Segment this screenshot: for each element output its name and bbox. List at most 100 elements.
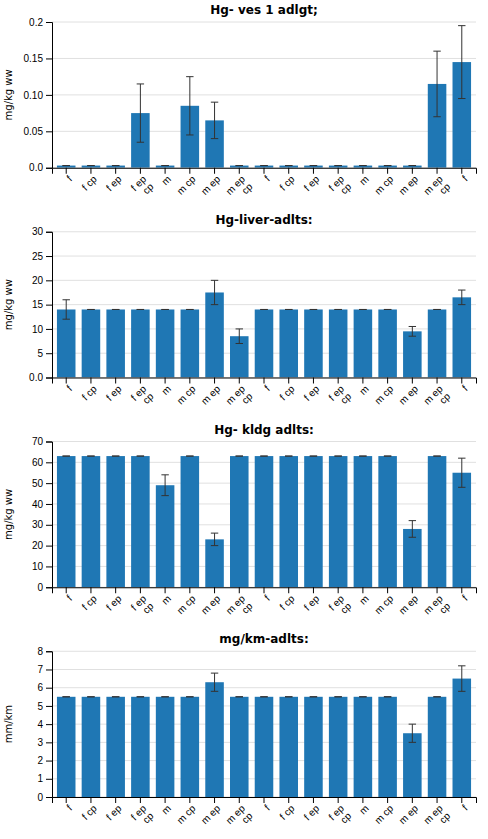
x-tick-label: m ep	[199, 383, 223, 407]
bar	[255, 456, 274, 587]
grid-line	[52, 669, 476, 670]
y-tick-label: 20	[32, 540, 44, 551]
bar	[453, 679, 472, 797]
x-tick: f epcp	[326, 168, 353, 201]
y-tick-label: 30	[32, 519, 44, 530]
bar	[181, 697, 200, 797]
bar	[354, 309, 373, 377]
x-tick-label: f	[460, 383, 470, 393]
x-tick-label: f ep	[104, 802, 124, 822]
error-bar	[359, 309, 366, 310]
error-bar	[137, 456, 144, 457]
x-tick-line	[338, 378, 339, 384]
x-tick-line	[66, 168, 67, 174]
x-tick-label-line: f	[262, 383, 272, 393]
y-tick: 3	[37, 737, 52, 748]
error-bar	[433, 51, 440, 117]
y-tick-label: 2	[37, 755, 43, 766]
title: Hg- ves 1 adlgt;	[210, 3, 318, 17]
x-tick-label-line: m cp	[175, 593, 198, 616]
error-bar	[260, 309, 267, 310]
bar	[428, 697, 447, 797]
x-tick: m ep	[397, 797, 421, 826]
error-bar	[161, 309, 168, 310]
marks	[57, 666, 471, 797]
marks	[57, 26, 471, 168]
x-tick: f	[262, 378, 272, 393]
x-tick: f cp	[80, 797, 99, 822]
x-tick-line	[288, 168, 289, 174]
grid-line	[52, 58, 476, 59]
marks	[57, 456, 471, 587]
y-tick-line	[46, 168, 52, 169]
x-tick-label: f	[262, 593, 272, 603]
grid-line	[52, 651, 476, 652]
x-tick-line	[115, 168, 116, 174]
error-bar	[458, 26, 465, 99]
y-tick-line	[46, 669, 52, 670]
y-tick: 4	[37, 719, 52, 730]
x-tick-label: m cp	[175, 173, 198, 196]
y-tick-line	[46, 504, 52, 505]
y-tick: 25	[32, 251, 52, 262]
y-tick-line	[46, 95, 52, 96]
x-tick-label: m	[357, 803, 371, 817]
x-tick-line	[437, 587, 438, 593]
error-bar	[285, 696, 292, 697]
x-tick-label: f epcp	[129, 593, 156, 620]
x-tick-label-line: f	[64, 173, 74, 183]
x-tick: f	[460, 587, 470, 602]
error-bar	[87, 165, 94, 166]
y-tick: 0.05	[24, 126, 52, 137]
y-axis-title: mg/kg ww	[3, 279, 14, 330]
bar	[453, 473, 472, 588]
bar	[354, 166, 373, 168]
bar	[378, 309, 397, 377]
x-tick-line	[165, 797, 166, 803]
y-tick-line	[46, 688, 52, 689]
y-tick-label: 10	[32, 324, 44, 335]
y-tick-label: 70	[32, 436, 44, 447]
x-tick-line	[214, 168, 215, 174]
x-tick-label: m epcp	[224, 802, 255, 833]
y-tick-line	[46, 378, 52, 379]
x-tick-label-line: f	[262, 173, 272, 183]
x-tick-line	[165, 168, 166, 174]
bar	[205, 292, 224, 377]
error-bar	[112, 696, 119, 697]
error-bar	[211, 102, 218, 138]
x-tick-label-line: m cp	[175, 802, 198, 825]
x-tick-line	[313, 378, 314, 384]
y-tick-label: 15	[32, 299, 44, 310]
y-tick-line	[46, 566, 52, 567]
x-tick: m cp	[175, 587, 198, 616]
y-tick: 0	[37, 792, 52, 803]
error-bar	[137, 84, 144, 142]
x-tick-label: f cp	[277, 593, 296, 612]
x-tick-label: f	[460, 173, 470, 183]
x-tick-label-line: m	[159, 173, 173, 187]
y-tick-line	[46, 305, 52, 306]
x-tick-line	[338, 797, 339, 803]
y-tick-label: 5	[37, 348, 43, 359]
x-tick-label-line: m cp	[372, 802, 395, 825]
x-tick: f ep	[104, 168, 124, 193]
error-bar	[310, 696, 317, 697]
x-tick-label: m cp	[372, 802, 395, 825]
x-tick-label-line: m ep	[397, 173, 421, 197]
y-tick: 10	[32, 324, 52, 335]
y-axis-line	[46, 232, 53, 378]
x-tick-line	[338, 587, 339, 593]
bar	[279, 456, 298, 587]
error-bar	[409, 521, 416, 538]
y-tick-line	[46, 761, 52, 762]
y-tick: 0.0	[29, 372, 52, 383]
x-tick-label: m cp	[175, 383, 198, 406]
x-tick: f cp	[277, 797, 296, 822]
error-bar	[112, 309, 119, 310]
y-tick-line	[46, 232, 52, 233]
x-tick-label-line: m ep	[199, 383, 223, 407]
x-tick-line	[387, 168, 388, 174]
error-bar	[334, 696, 341, 697]
x-tick-label-line: cp	[239, 600, 255, 616]
